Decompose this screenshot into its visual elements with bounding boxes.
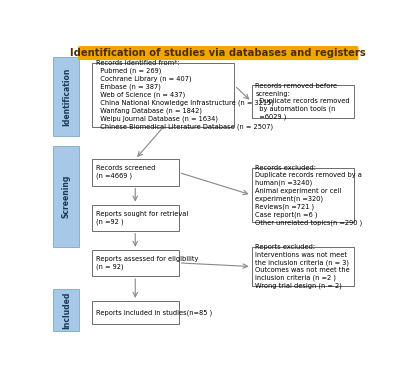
FancyBboxPatch shape (252, 85, 354, 118)
Text: Reports assessed for eligibility
(n = 92): Reports assessed for eligibility (n = 92… (96, 256, 198, 270)
Text: Records excluded:
Duplicate records removed by a
human(n =3240)
Animal experimen: Records excluded: Duplicate records remo… (255, 164, 362, 226)
Text: Records screened
(n =4669 ): Records screened (n =4669 ) (96, 165, 155, 179)
Text: Identification: Identification (62, 67, 71, 126)
Text: Reports excluded:
Interventions was not meet
the inclusion criteria (n = 3)
Outc: Reports excluded: Interventions was not … (255, 244, 350, 289)
Text: Identification of studies via databases and registers: Identification of studies via databases … (70, 48, 366, 58)
FancyBboxPatch shape (53, 289, 80, 332)
FancyBboxPatch shape (53, 57, 80, 136)
FancyBboxPatch shape (92, 63, 234, 127)
Text: Reports included in studies(n=85 ): Reports included in studies(n=85 ) (96, 309, 212, 316)
FancyBboxPatch shape (92, 301, 179, 324)
FancyBboxPatch shape (252, 168, 354, 222)
Text: Records removed before
screening:
  Duplicate records removed
  by automation to: Records removed before screening: Duplic… (255, 83, 350, 120)
Text: Screening: Screening (62, 175, 71, 218)
Text: Reports sought for retrieval
(n =92 ): Reports sought for retrieval (n =92 ) (96, 211, 188, 225)
FancyBboxPatch shape (78, 46, 358, 60)
Text: Included: Included (62, 291, 71, 329)
FancyBboxPatch shape (53, 146, 80, 247)
FancyBboxPatch shape (92, 159, 179, 186)
FancyBboxPatch shape (252, 247, 354, 286)
Text: Records identified from*:
  Pubmed (n = 269)
  Cochrane Library (n = 407)
  Emba: Records identified from*: Pubmed (n = 26… (96, 60, 274, 130)
FancyBboxPatch shape (92, 205, 179, 231)
FancyBboxPatch shape (92, 250, 179, 276)
